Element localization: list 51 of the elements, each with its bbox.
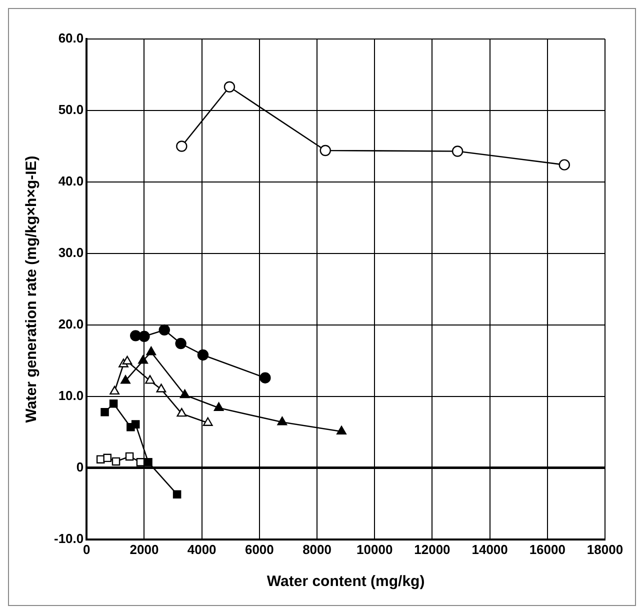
point <box>180 389 190 398</box>
point <box>558 159 570 170</box>
point <box>156 384 166 392</box>
point <box>176 408 187 417</box>
point <box>122 356 132 364</box>
point <box>110 386 120 395</box>
x-tick-label: 4000 <box>187 542 216 557</box>
point <box>175 338 186 350</box>
x-tick-label: 2000 <box>130 542 159 557</box>
y-axis-title: Water generation rate (mg/kg×h×g-IE) <box>23 156 40 423</box>
point <box>120 375 130 384</box>
point <box>336 426 346 435</box>
point <box>100 408 109 416</box>
point <box>158 324 170 336</box>
x-tick-label: 10000 <box>356 542 393 557</box>
point <box>103 454 112 462</box>
y-tick-label: -10.0 <box>54 530 84 546</box>
point <box>320 144 331 156</box>
x-tick-label: 18000 <box>586 542 624 557</box>
x-tick-label: 16000 <box>529 542 566 557</box>
y-tick-label: 30.0 <box>58 245 84 260</box>
point <box>176 140 188 152</box>
y-tick-label: 20.0 <box>58 316 84 332</box>
point <box>197 349 209 361</box>
point <box>125 452 134 461</box>
point <box>452 146 464 157</box>
x-tick-label: 12000 <box>414 542 450 557</box>
point <box>138 355 148 364</box>
y-tick-label: 60.0 <box>58 30 84 46</box>
point <box>109 399 118 408</box>
point <box>138 330 150 342</box>
point <box>112 457 120 466</box>
point <box>136 458 145 466</box>
point <box>224 81 236 92</box>
point <box>145 375 155 384</box>
point <box>202 417 213 426</box>
point <box>131 420 140 428</box>
point <box>144 458 152 466</box>
x-tick-label: 6000 <box>244 542 274 557</box>
x-tick-label: 8000 <box>302 542 332 557</box>
y-tick-label: 40.0 <box>58 174 84 189</box>
point <box>260 372 271 384</box>
x-tick-label: 14000 <box>472 542 508 557</box>
y-tick-label: 0 <box>76 459 84 474</box>
x-axis-title: Water content (mg/kg) <box>266 573 425 590</box>
point <box>146 346 156 356</box>
point <box>214 402 224 411</box>
point <box>172 490 182 498</box>
y-tick-label: 50.0 <box>58 102 84 118</box>
point <box>277 416 288 426</box>
y-tick-label: 10.0 <box>58 388 84 404</box>
